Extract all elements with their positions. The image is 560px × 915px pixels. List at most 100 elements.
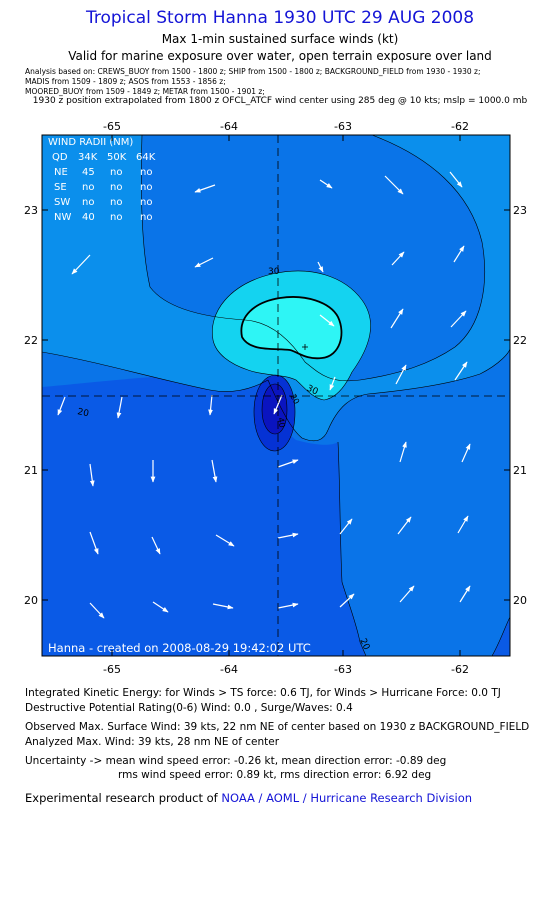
contour-line-bold	[240, 296, 343, 360]
wind-arrow	[390, 308, 404, 329]
ike-stat: Integrated Kinetic Energy: for Winds > T…	[25, 687, 501, 699]
wind-arrow	[152, 601, 169, 613]
contour-line	[267, 347, 510, 442]
wind-arrow	[454, 361, 468, 381]
wind-arrow	[449, 171, 463, 188]
wind-radii-value: no	[110, 197, 122, 208]
wind-arrow	[194, 184, 216, 193]
wind-radii-header-34k: 34K	[78, 152, 98, 163]
contour-line	[253, 374, 296, 452]
lat-label-left: 20	[24, 594, 38, 607]
wind-arrow	[194, 257, 214, 268]
contour-line	[337, 441, 367, 656]
wind-arrow	[215, 534, 235, 547]
wind-arrow	[339, 518, 353, 535]
dpr-stat: Destructive Potential Rating(0-6) Wind: …	[25, 702, 353, 714]
contour-line	[491, 616, 510, 656]
wind-arrow	[89, 531, 99, 555]
wind-arrow	[453, 245, 465, 263]
observed-max-wind: Observed Max. Surface Wind: 39 kts, 22 n…	[25, 721, 530, 733]
lon-label-top: -62	[451, 120, 469, 133]
plot-frame	[41, 134, 511, 657]
wind-arrow	[273, 394, 283, 415]
wind-arrow	[329, 376, 336, 391]
lat-label-left: 23	[24, 204, 38, 217]
wind-radii-value: no	[140, 212, 152, 223]
contour-line	[212, 270, 371, 401]
map-credit: Hanna - created on 2008-08-29 19:42:02 U…	[48, 641, 311, 655]
lat-label-right: 22	[513, 334, 527, 347]
uncertainty-line-2: rms wind speed error: 0.89 kt, rms direc…	[118, 769, 432, 781]
wind-arrow	[211, 459, 218, 483]
max-wind-marker	[302, 344, 308, 350]
analysis-sources-line-1: Analysis based on: CREWS_BUOY from 1500 …	[25, 67, 481, 76]
wind-arrow	[459, 585, 471, 603]
lat-label-left: 21	[24, 464, 38, 477]
wind-arrow	[461, 443, 471, 463]
lon-label-top: -65	[103, 120, 121, 133]
wind-radii-value: no	[140, 167, 152, 178]
lon-label-bottom: -65	[103, 663, 121, 676]
page-title: Tropical Storm Hanna 1930 UTC 29 AUG 200…	[85, 8, 475, 28]
wind-band-40-50	[241, 296, 342, 359]
contour-line	[140, 135, 485, 382]
wind-arrow	[151, 536, 161, 555]
wind-radii-value: no	[110, 167, 122, 178]
contour-label: 20	[76, 407, 90, 419]
wind-arrow	[384, 175, 404, 195]
contour-label: 40	[276, 417, 287, 429]
wind-radii-quadrant: NW	[54, 212, 71, 223]
lat-label-right: 23	[513, 204, 527, 217]
wind-arrow	[277, 602, 299, 609]
wind-arrow	[339, 593, 355, 608]
axis-ticks	[42, 135, 510, 656]
lon-label-top: -63	[334, 120, 352, 133]
lon-label-bottom: -63	[334, 663, 352, 676]
wind-arrow	[395, 364, 407, 385]
lon-label-bottom: -62	[451, 663, 469, 676]
lon-label-bottom: -64	[220, 663, 238, 676]
wind-arrow	[57, 396, 66, 416]
contour-label: 30	[268, 267, 280, 277]
wind-radii-header-qd: QD	[52, 152, 68, 163]
wind-arrow	[399, 585, 415, 603]
analysis-sources-line-2: MADIS from 1509 - 1809 z; ASOS from 1553…	[25, 77, 226, 86]
uncertainty-line-1: Uncertainty -> mean wind speed error: -0…	[25, 755, 447, 767]
wind-arrow	[457, 515, 469, 534]
lat-label-right: 20	[513, 594, 527, 607]
wind-arrow	[399, 441, 407, 463]
wind-arrow	[391, 251, 405, 266]
wind-map: -65 -64 -63 -62 -65 -64 -63 -62 23 22 21…	[24, 120, 527, 676]
wind-arrow	[397, 516, 412, 535]
wind-radii-header-64k: 64K	[136, 152, 156, 163]
subtitle-exposure: Valid for marine exposure over water, op…	[68, 49, 492, 63]
contour-line	[261, 383, 288, 435]
wind-radii-table: WIND RADII (NM) QD 34K 50K 64K NE 45 no …	[48, 137, 156, 223]
wind-arrow	[450, 310, 467, 328]
wind-radii-value: no	[82, 182, 94, 193]
wind-arrow	[277, 459, 299, 468]
wind-radii-title: WIND RADII (NM)	[48, 137, 133, 148]
lat-label-left: 22	[24, 334, 38, 347]
wind-radii-quadrant: SE	[54, 182, 67, 193]
lat-label-right: 21	[513, 464, 527, 477]
contour-line	[42, 351, 269, 392]
analysis-sources-line-3: MOORED_BUOY from 1509 - 1849 z; METAR fr…	[25, 87, 265, 96]
wind-arrow	[277, 532, 299, 539]
wind-radii-value: no	[110, 212, 122, 223]
wind-band-20-30	[42, 135, 510, 441]
subtitle-units: Max 1-min sustained surface winds (kt)	[161, 32, 399, 46]
wind-radii-quadrant: SW	[54, 197, 70, 208]
hrd-link[interactable]: NOAA / AOML / Hurricane Research Divisio…	[221, 791, 473, 805]
lon-label-top: -64	[220, 120, 238, 133]
analyzed-max-wind: Analyzed Max. Wind: 39 kts, 28 nm NE of …	[25, 736, 280, 748]
wind-arrow	[317, 261, 324, 273]
wind-arrow	[116, 396, 123, 419]
wind-radii-value: no	[140, 182, 152, 193]
wind-arrow	[212, 603, 234, 610]
wind-radii-value: no	[110, 182, 122, 193]
wind-radii-value: no	[140, 197, 152, 208]
wind-band-10-20	[492, 617, 510, 656]
wind-radii-header-50k: 50K	[107, 152, 127, 163]
wind-radii-value: 40	[82, 212, 95, 223]
